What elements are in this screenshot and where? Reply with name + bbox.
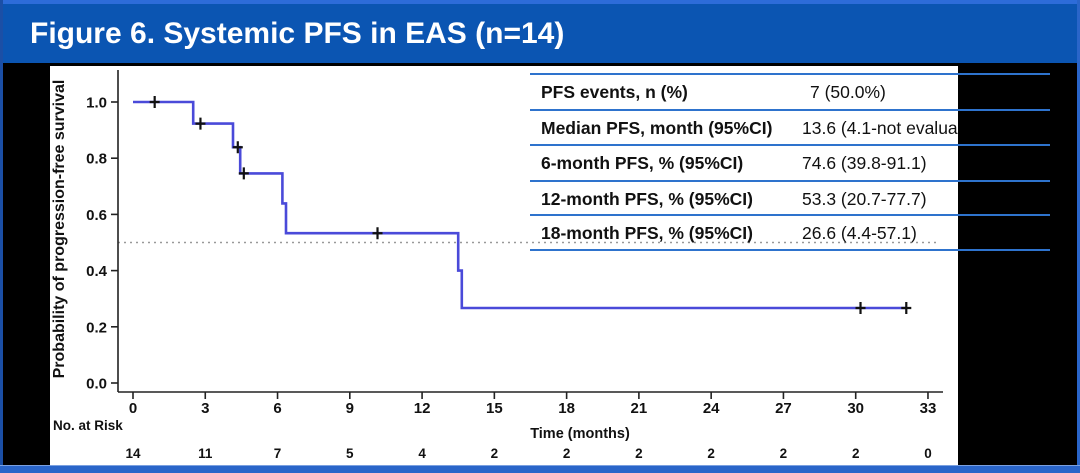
row-label: 12-month PFS, % (95%CI) <box>541 188 753 209</box>
at-risk-count: 2 <box>563 446 571 461</box>
at-risk-count: 2 <box>635 446 643 461</box>
censor-mark <box>901 301 912 314</box>
row-value: 7 (50.0%) <box>810 81 886 102</box>
km-chart-svg: 1.00.80.60.40.20.00 3 6 9 12 15 18 21 24 27 30 33Pr… <box>51 70 943 461</box>
x-tick-label: 18 <box>558 400 575 417</box>
y-axis-label: Probability of progression-free survival <box>51 80 68 379</box>
slide-left-edge <box>0 0 3 473</box>
table-row: PFS events, n (%) 7 (50.0%) <box>530 75 958 109</box>
row-value: 74.6 (39.8-91.1) <box>802 152 927 173</box>
table-row: 6-month PFS, % (95%CI) 74.6 (39.8-91.1) <box>530 146 958 180</box>
title-bar: Figure 6. Systemic PFS in EAS (n=14) <box>3 4 1077 63</box>
censor-mark <box>195 117 206 130</box>
row-value: 13.6 (4.1-not evaluable) <box>802 117 958 138</box>
table-row: Median PFS, month (95%CI) 13.6 (4.1-not … <box>530 111 958 145</box>
row-label: Median PFS, month (95%CI) <box>541 117 773 138</box>
at-risk-count: 7 <box>274 446 282 461</box>
table-row: 18-month PFS, % (95%CI) 26.6 (4.4-57.1) <box>530 216 958 250</box>
y-tick-label: 0.2 <box>86 319 107 336</box>
at-risk-count: 4 <box>418 446 426 461</box>
x-tick-label: 12 <box>414 400 431 417</box>
figure-title: Figure 6. Systemic PFS in EAS (n=14) <box>30 16 565 50</box>
y-tick-label: 1.0 <box>86 95 107 112</box>
row-value: 26.6 (4.4-57.1) <box>802 222 917 243</box>
row-value: 53.3 (20.7-77.7) <box>802 188 927 209</box>
y-tick-label: 0.4 <box>86 263 108 280</box>
x-tick-label: 6 <box>273 400 281 417</box>
y-tick-label: 0.8 <box>86 151 107 168</box>
censor-mark <box>232 141 243 154</box>
y-tick-label: 0.0 <box>86 376 107 393</box>
at-risk-count: 0 <box>924 446 932 461</box>
at-risk-count: 2 <box>491 446 499 461</box>
km-plot-panel: 1.0 0.8 0.6 0.4 0.2 0.0 0 3 6 9 12 15 18 21 24 27 30 33 Pr… <box>50 66 958 465</box>
row-label: 6-month PFS, % (95%CI) <box>541 152 744 173</box>
censor-mark <box>372 227 383 240</box>
censor-mark <box>238 167 249 180</box>
at-risk-count: 14 <box>125 446 141 461</box>
slide-bottom-strip <box>0 465 1080 473</box>
km-curve <box>133 100 907 310</box>
at-risk-count: 11 <box>198 446 213 461</box>
y-tick-label: 0.6 <box>86 207 107 224</box>
at-risk-label: No. at Risk <box>53 418 123 433</box>
slide-top-strip <box>0 0 1080 4</box>
slide-right-edge <box>1077 0 1080 473</box>
at-risk-count: 2 <box>780 446 788 461</box>
row-label: 18-month PFS, % (95%CI) <box>541 222 753 243</box>
censor-mark <box>149 96 160 108</box>
at-risk-count: 2 <box>707 446 715 461</box>
x-tick-label: 21 <box>631 400 648 417</box>
x-tick-label: 9 <box>346 400 354 417</box>
x-tick-label: 15 <box>486 400 503 417</box>
x-axis-label: Time (months) <box>530 426 630 442</box>
row-label: PFS events, n (%) <box>541 81 688 102</box>
table-row: 12-month PFS, % (95%CI) 53.3 (20.7-77.7) <box>530 182 958 216</box>
x-tick-label: 24 <box>703 400 720 417</box>
x-tick-label: 33 <box>920 400 937 417</box>
x-tick-label: 0 <box>129 400 137 417</box>
at-risk-count: 5 <box>346 446 354 461</box>
x-tick-label: 27 <box>775 400 792 417</box>
x-tick-label: 30 <box>847 400 864 417</box>
at-risk-count: 2 <box>852 446 860 461</box>
x-tick-label: 3 <box>201 400 209 417</box>
censor-mark <box>855 301 866 314</box>
stats-table: PFS events, n (%) 7 (50.0%) Median PFS, … <box>530 70 958 254</box>
